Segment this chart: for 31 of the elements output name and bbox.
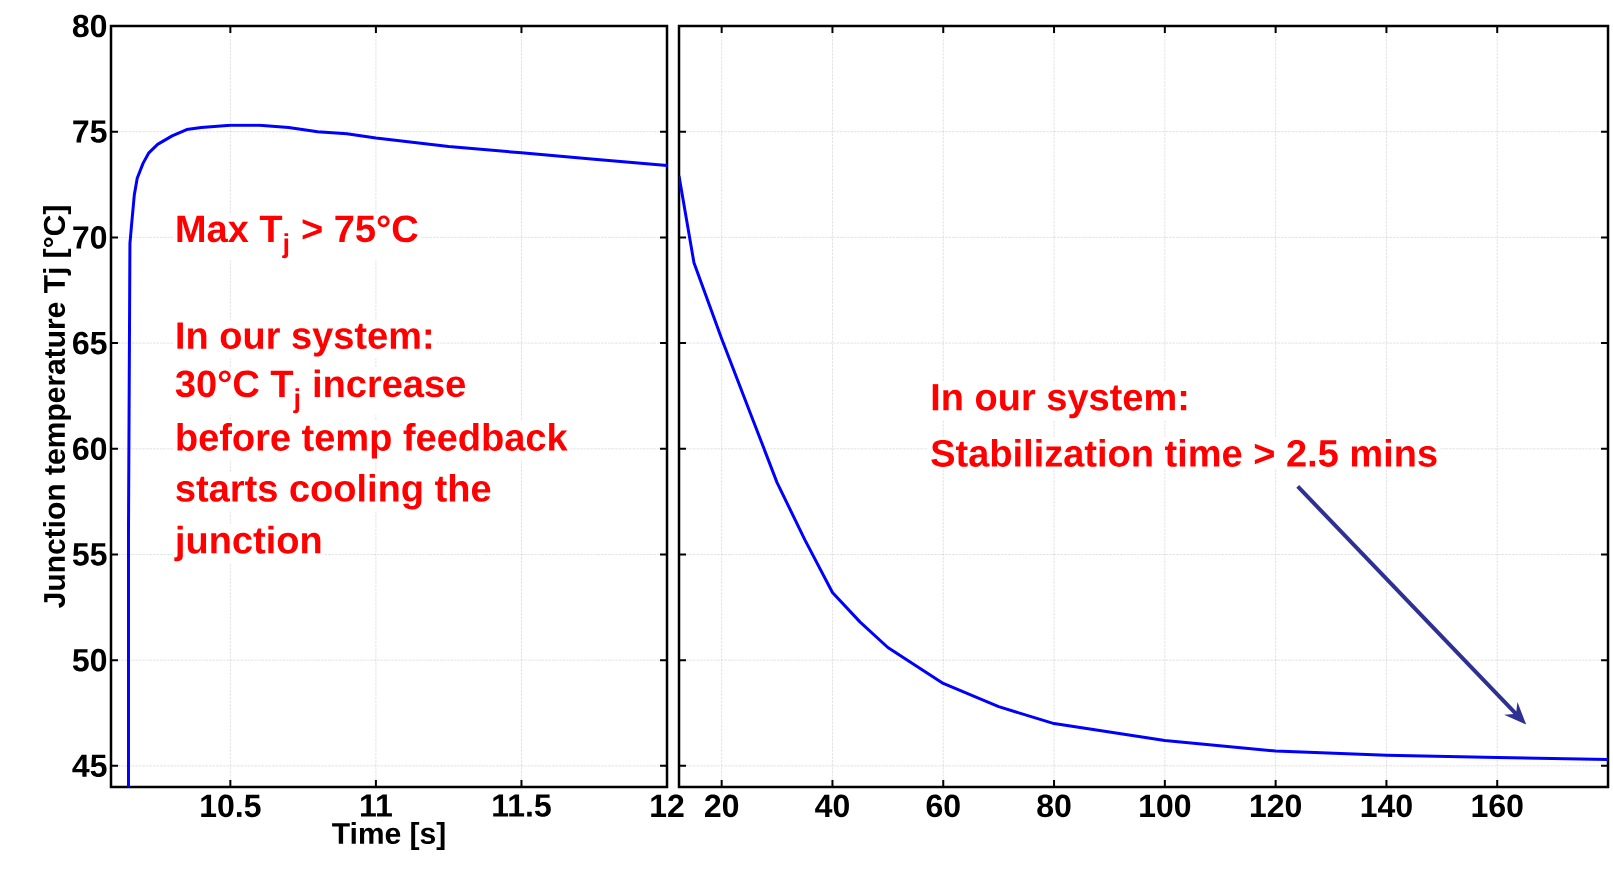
y-tick-label: 75 — [73, 120, 107, 143]
y-tick-label: 45 — [72, 754, 107, 778]
x-tick-label: 140 — [1361, 794, 1412, 818]
annotation: Stabilization time > 2.5 mins — [931, 438, 1437, 467]
x-tick-label: 10.5 — [201, 794, 261, 818]
y-tick-label: 50 — [72, 648, 107, 672]
annotation: 30°C T$_{j}$ increase — [175, 369, 465, 414]
y-tick-label: 60 — [73, 437, 107, 461]
x-tick-label: 12 — [651, 794, 684, 817]
x-tick-label: 60 — [926, 794, 960, 818]
x-tick-label: 11.5 — [493, 794, 551, 817]
annotation: junction — [174, 525, 321, 562]
x-tick-label: 20 — [704, 794, 739, 818]
annotation: Max T$_{j}$ > 75°C — [177, 215, 418, 259]
line-series — [126, 123, 668, 787]
y-tick-label: 80 — [72, 14, 107, 38]
x-tick-label: 11 — [361, 794, 392, 817]
y-tick-label: 70 — [73, 226, 107, 249]
x-tick-label: 160 — [1472, 794, 1523, 818]
annotation: starts cooling the — [176, 473, 491, 510]
annotation: In our system: — [177, 322, 431, 357]
x-tick-label: 120 — [1250, 794, 1302, 818]
y-tick-label: 65 — [73, 331, 107, 355]
x-tick-label: 100 — [1140, 794, 1191, 818]
x-tick-label: 40 — [815, 794, 849, 818]
y-tick-label: 55 — [72, 543, 107, 566]
x-tick-label: 80 — [1037, 794, 1071, 818]
x-axis-title: Time [s] — [332, 822, 445, 851]
annotation: In our system: — [932, 384, 1187, 419]
y-axis-title: Junction temperature Tj [°C] — [43, 206, 72, 608]
annotation: before temp feedback — [177, 423, 568, 459]
